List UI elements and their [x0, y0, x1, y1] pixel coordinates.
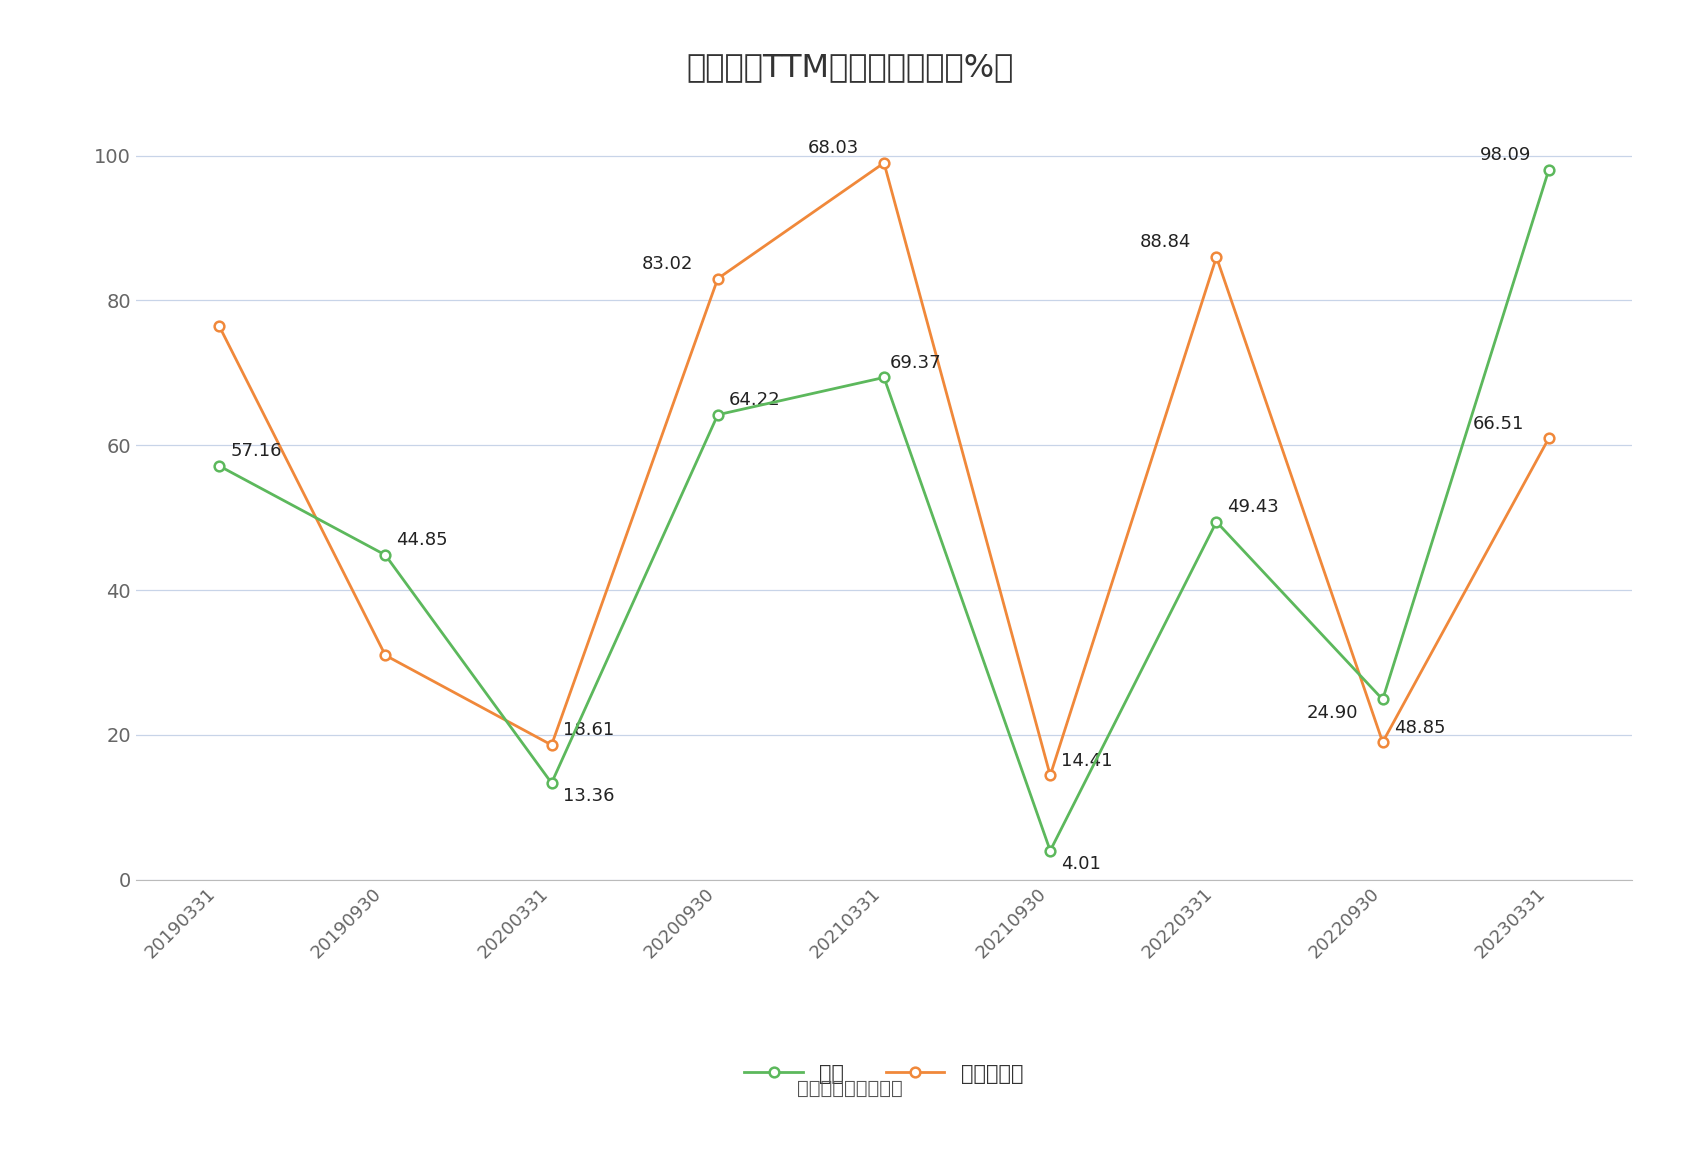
Text: 44.85: 44.85: [396, 531, 449, 550]
Text: 市盈率（TTM）历史百分位（%）: 市盈率（TTM）历史百分位（%）: [687, 52, 1013, 83]
Line: 行业中位数: 行业中位数: [214, 158, 1554, 780]
Legend: 公司, 行业中位数: 公司, 行业中位数: [736, 1056, 1032, 1092]
行业中位数: [1207, 251, 1227, 264]
Text: 14.41: 14.41: [1061, 752, 1114, 769]
行业中位数: [541, 738, 561, 752]
公司: [1207, 515, 1227, 529]
Text: 98.09: 98.09: [1479, 146, 1530, 164]
行业中位数: [209, 319, 230, 332]
Text: 64.22: 64.22: [729, 391, 780, 409]
公司: [707, 408, 728, 422]
Text: 18.61: 18.61: [563, 721, 614, 739]
行业中位数: [1372, 735, 1392, 749]
Text: 13.36: 13.36: [563, 788, 614, 805]
Text: 68.03: 68.03: [808, 139, 858, 158]
公司: [1538, 162, 1559, 176]
公司: [874, 370, 894, 384]
Text: 4.01: 4.01: [1061, 854, 1102, 873]
Text: 83.02: 83.02: [641, 255, 694, 273]
公司: [209, 459, 230, 473]
Text: 88.84: 88.84: [1141, 233, 1192, 252]
Text: 48.85: 48.85: [1394, 719, 1445, 737]
公司: [1372, 692, 1392, 706]
行业中位数: [1040, 768, 1061, 782]
公司: [541, 776, 561, 790]
Line: 公司: 公司: [214, 164, 1554, 856]
Text: 69.37: 69.37: [889, 354, 942, 371]
行业中位数: [874, 156, 894, 170]
Text: 66.51: 66.51: [1472, 414, 1523, 432]
行业中位数: [1538, 431, 1559, 445]
行业中位数: [707, 271, 728, 285]
Text: 24.90: 24.90: [1306, 704, 1358, 722]
Text: 数据来源：恒生聚源: 数据来源：恒生聚源: [797, 1079, 903, 1098]
公司: [376, 549, 396, 562]
Text: 49.43: 49.43: [1227, 498, 1280, 516]
Text: 57.16: 57.16: [230, 443, 282, 460]
公司: [1040, 844, 1061, 858]
行业中位数: [376, 649, 396, 662]
